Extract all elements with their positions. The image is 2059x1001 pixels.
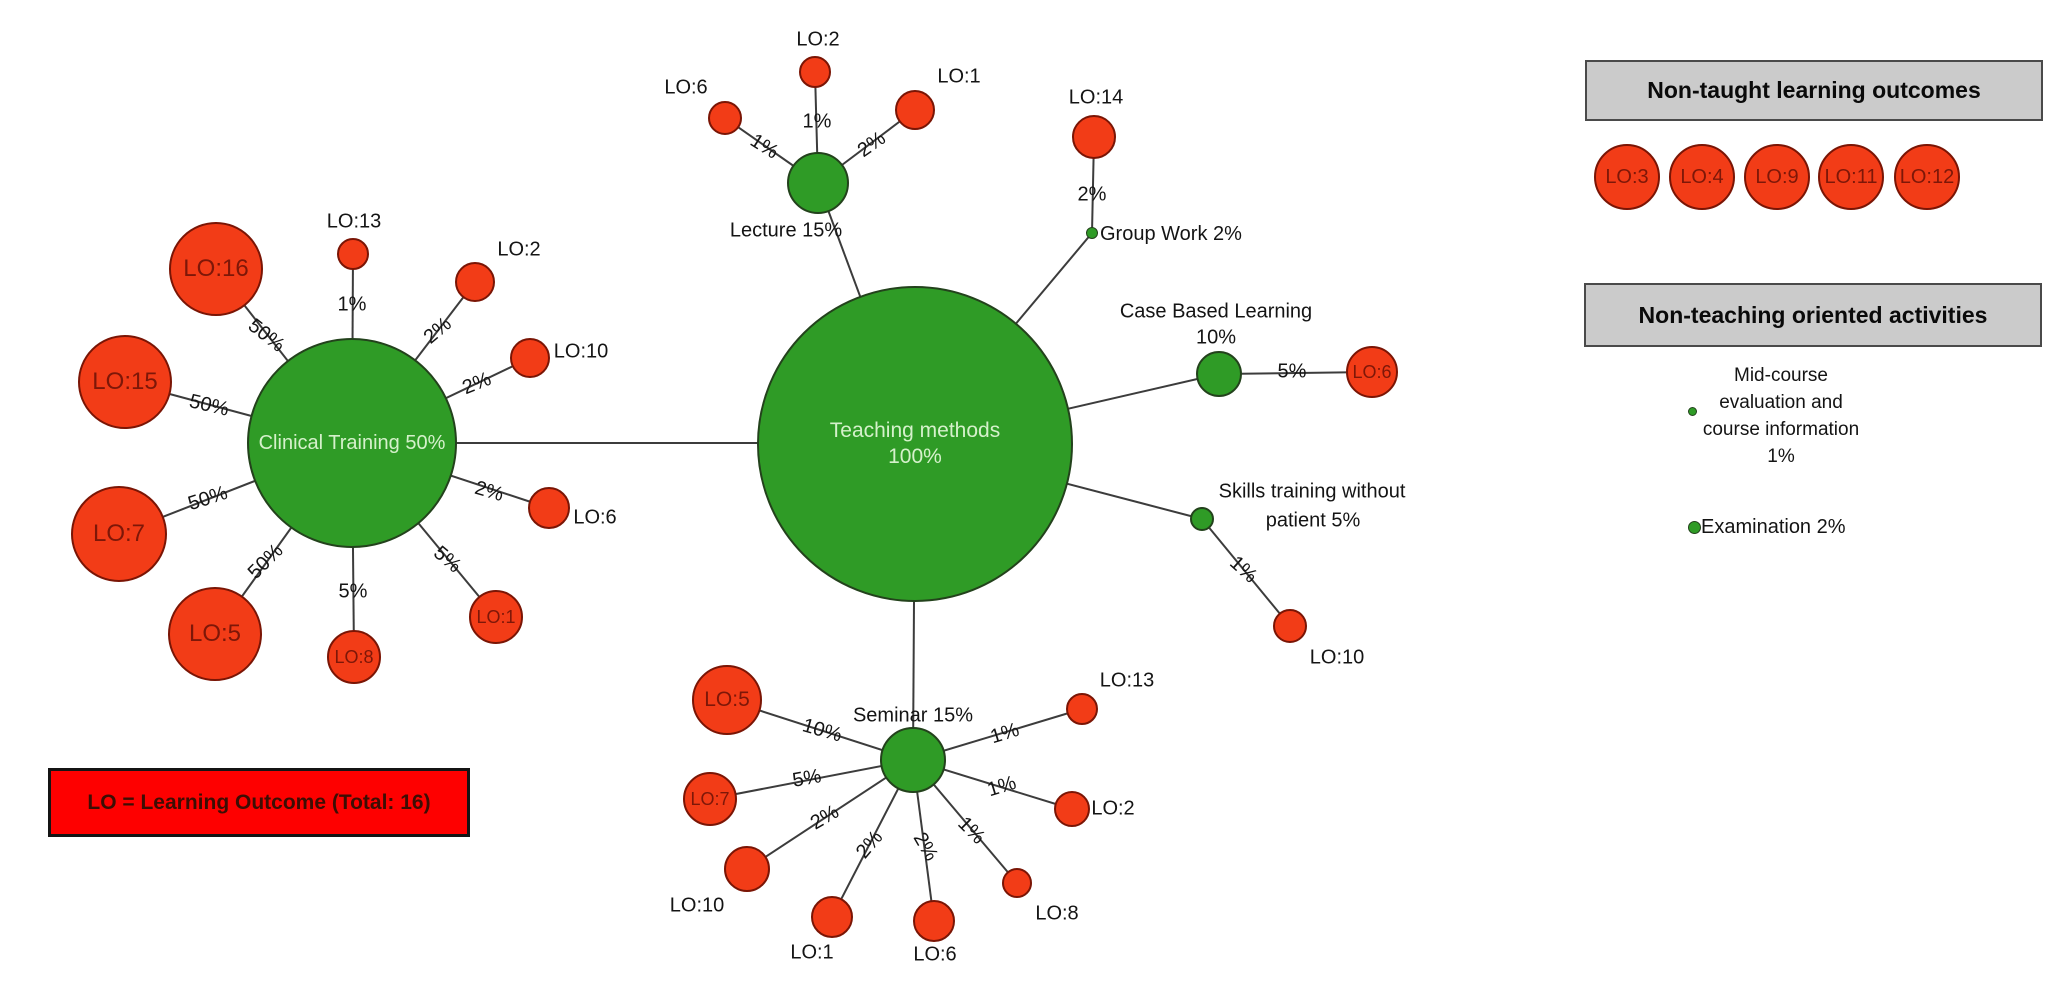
node-seminar-lo5: LO:5: [692, 665, 762, 735]
node-seminar-lo7: LO:7: [683, 772, 737, 826]
seminar-lo8-label: LO:8: [1035, 902, 1079, 925]
node-seminar-lo13: [1066, 693, 1098, 725]
clinical-lo7-label: LO:7: [92, 520, 146, 548]
node-clinical-lo15: LO:15: [78, 335, 172, 429]
legend-lo12-label: LO:12: [1899, 165, 1955, 188]
midcourse-dot: [1688, 407, 1697, 416]
skills-lo10-label: LO:10: [1309, 646, 1365, 669]
node-lecture-lo6: [708, 101, 742, 135]
teaching-methods-label: Teaching methods: [829, 418, 1001, 442]
node-seminar: [880, 727, 946, 793]
clinical-lo6-label: LO:6: [573, 506, 617, 529]
lecture-lo2-pct: 1%: [802, 110, 832, 133]
case-based-pct: 10%: [1195, 326, 1237, 349]
seminar-lo5-label: LO:5: [704, 687, 750, 711]
node-case-based-learning: [1196, 351, 1242, 397]
legend-node-lo3: LO:3: [1594, 144, 1660, 210]
node-seminar-lo2: [1054, 791, 1090, 827]
clinical-lo5-label: LO:5: [188, 620, 242, 648]
teaching-methods-pct: 100%: [888, 445, 942, 468]
seminar-lo7-label: LO:7: [690, 788, 730, 809]
skills-label-line2: patient 5%: [1265, 509, 1361, 532]
node-lecture-lo1: [895, 90, 935, 130]
legend-non-teaching-header: Non-teaching oriented activities: [1584, 283, 2042, 347]
legend-node-lo11: LO:11: [1818, 144, 1884, 210]
node-clinical-lo16: LO:16: [169, 222, 263, 316]
clinical-lo15-label: LO:15: [92, 368, 158, 396]
clinical-lo13-pct: 1%: [337, 293, 367, 316]
legend-non-taught-title: Non-taught learning outcomes: [1647, 77, 1981, 103]
midcourse-line2: evaluation and: [1719, 392, 1843, 414]
node-lecture: [787, 152, 849, 214]
node-seminar-lo10: [724, 846, 770, 892]
lecture-lo6-label: LO:6: [664, 76, 708, 99]
node-clinical-lo8: LO:8: [327, 630, 381, 684]
seminar-lo6-label: LO:6: [913, 943, 957, 966]
legend-non-teaching-title: Non-teaching oriented activities: [1638, 301, 1988, 328]
legend-lo4-label: LO:4: [1680, 165, 1724, 188]
edge-seminar-lo7: [709, 759, 914, 800]
node-clinical-lo2: [455, 262, 495, 302]
node-group-work-dot: [1086, 227, 1098, 239]
clinical-lo16-label: LO:16: [183, 255, 249, 283]
legend-lo3-label: LO:3: [1605, 165, 1649, 188]
edge-skills-lo10: [1201, 518, 1291, 627]
case-based-label: Case Based Learning: [1119, 300, 1313, 323]
clinical-lo13-label: LO:13: [326, 210, 382, 233]
examination-label: Examination 2%: [1701, 516, 1846, 538]
clinical-lo1-label: LO:1: [476, 606, 516, 627]
midcourse-line3: course information: [1702, 419, 1860, 440]
clinical-lo2-label: LO:2: [497, 238, 541, 261]
seminar-lo2-label: LO:2: [1091, 797, 1135, 820]
node-teaching-methods: Teaching methods 100%: [757, 286, 1073, 602]
node-seminar-lo1: [811, 896, 853, 938]
clinical-lo8-label: LO:8: [334, 646, 374, 667]
node-skills-training: [1190, 507, 1214, 531]
node-lo14: [1072, 115, 1116, 159]
legend-node-lo9: LO:9: [1744, 144, 1810, 210]
legend-non-taught-header: Non-taught learning outcomes: [1585, 60, 2043, 121]
clinical-lo10-label: LO:10: [553, 340, 609, 363]
lo-note-box: LO = Learning Outcome (Total: 16): [48, 768, 470, 837]
node-seminar-lo6: [913, 900, 955, 942]
legend-lo11-label: LO:11: [1824, 165, 1878, 188]
legend-node-lo12: LO:12: [1894, 144, 1960, 210]
midcourse-label: Mid-course evaluation and course informa…: [1703, 363, 1859, 471]
node-clinical-lo5: LO:5: [168, 587, 262, 681]
casebased-lo6-label: LO:6: [1352, 361, 1392, 382]
skills-label-line1: Skills training without: [1218, 480, 1406, 503]
lecture-label: Lecture 15%: [729, 219, 843, 242]
clinical-training-label: Clinical Training 50%: [258, 431, 446, 454]
node-clinical-lo10: [510, 338, 550, 378]
node-clinical-lo6: [528, 487, 570, 529]
node-clinical-lo1: LO:1: [469, 590, 523, 644]
clinical-lo8-pct: 5%: [338, 580, 368, 603]
lecture-lo2-label: LO:2: [796, 28, 840, 51]
midcourse-line1: Mid-course: [1734, 365, 1828, 387]
node-casebased-lo6: LO:6: [1346, 346, 1398, 398]
seminar-label: Seminar 15%: [852, 704, 974, 727]
node-seminar-lo8: [1002, 868, 1032, 898]
node-lecture-lo2: [799, 56, 831, 88]
group-work-label: Group Work 2%: [1100, 223, 1242, 245]
legend-lo9-label: LO:9: [1755, 165, 1799, 188]
lo14-pct: 2%: [1077, 183, 1107, 206]
node-clinical-training: Clinical Training 50%: [247, 338, 457, 548]
seminar-lo10-label: LO:10: [669, 894, 725, 917]
casebased-lo6-pct: 5%: [1277, 360, 1307, 383]
examination-dot: [1688, 521, 1701, 534]
node-skills-lo10: [1273, 609, 1307, 643]
lo-note-text: LO = Learning Outcome (Total: 16): [87, 790, 431, 814]
legend-node-lo4: LO:4: [1669, 144, 1735, 210]
node-clinical-lo7: LO:7: [71, 486, 167, 582]
seminar-lo13-label: LO:13: [1099, 669, 1155, 692]
lo14-label: LO:14: [1068, 86, 1124, 109]
lecture-lo1-label: LO:1: [937, 65, 981, 88]
node-clinical-lo13: [337, 238, 369, 270]
midcourse-line4: 1%: [1767, 445, 1795, 467]
seminar-lo7-pct: 5%: [790, 765, 824, 792]
seminar-lo1-label: LO:1: [790, 941, 834, 964]
